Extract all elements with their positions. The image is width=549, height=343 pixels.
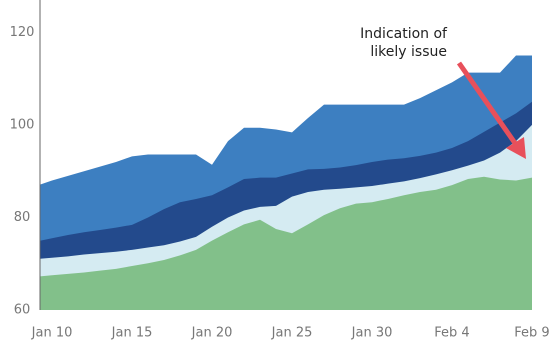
annotation-arrow bbox=[456, 61, 520, 148]
x-tick-label: Feb 4 bbox=[434, 326, 469, 341]
area bbox=[40, 176, 532, 310]
x-tick-label: Feb 9 bbox=[514, 326, 549, 341]
y-tick-label: 100 bbox=[10, 117, 35, 132]
annotation: likely issue bbox=[370, 44, 447, 60]
y-tick-label: 60 bbox=[14, 303, 31, 318]
x-tick-label: Jan 25 bbox=[271, 326, 313, 341]
annotation-arrowhead bbox=[506, 137, 526, 159]
x-tick-label: Jan 15 bbox=[111, 326, 153, 341]
x-tick-label: Jan 20 bbox=[191, 326, 233, 341]
x-tick-label: Jan 30 bbox=[351, 326, 393, 341]
y-tick-label: 120 bbox=[10, 25, 35, 40]
x-tick-label: Jan 10 bbox=[31, 326, 73, 341]
y-tick-label: 80 bbox=[14, 210, 31, 225]
annotation: Indication of bbox=[360, 26, 448, 42]
plot-area bbox=[40, 55, 532, 310]
